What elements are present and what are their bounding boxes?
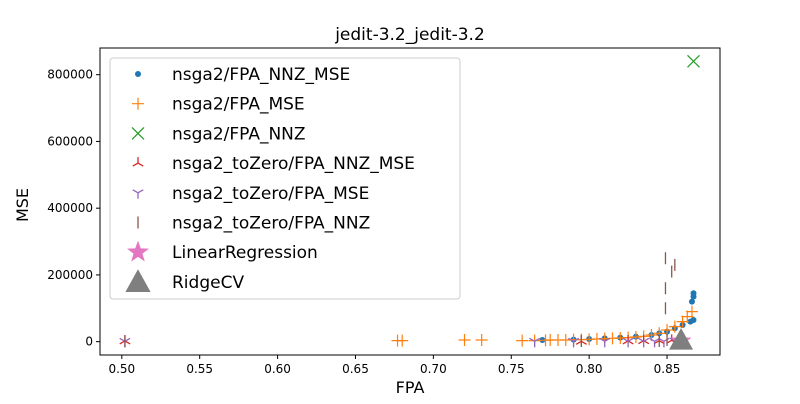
data-point [681,310,694,323]
legend-marker [131,126,145,140]
data-point [516,334,529,347]
data-point [475,333,488,346]
data-point [529,337,541,348]
data-point [622,337,634,348]
x-tick-label: 0.75 [498,362,525,376]
legend-entry: nsga2_toZero/FPA_NNZ_MSE [132,154,415,174]
data-point [599,337,611,348]
data-point [690,290,697,297]
data-point [649,337,661,348]
data-point [676,315,689,328]
x-tick-label: 0.80 [576,362,603,376]
legend-marker [132,157,144,167]
legend-marker [135,71,141,77]
x-tick-label: 0.50 [108,362,135,376]
x-tick-label: 0.85 [654,362,681,376]
legend-label: nsga2_toZero/FPA_NNZ [172,214,370,234]
chart-title: jedit-3.2_jedit-3.2 [334,25,485,45]
x-axis-ticks: 0.50 0.55 0.60 0.65 0.70 0.75 0.80 0.85 [108,355,680,376]
x-tick-label: 0.65 [342,362,369,376]
data-point [690,316,697,323]
legend-label: nsga2/FPA_MSE [172,95,305,115]
legend: nsga2/FPA_NNZ_MSE nsga2/FPA_MSE nsga2/FPA_… [109,57,461,300]
series-0 [539,290,697,343]
y-tick-label: 400000 [47,201,93,215]
data-point [687,54,700,68]
data-point [629,330,642,343]
legend-entry: RidgeCV [125,269,244,293]
data-point [688,298,695,305]
legend-entry: nsga2_toZero/FPA_NNZ [137,214,370,234]
legend-entry: nsga2/FPA_NNZ_MSE [135,65,350,85]
legend-frame [109,57,461,300]
legend-label: nsga2_toZero/FPA_NNZ_MSE [172,154,415,174]
data-point [669,327,694,350]
legend-label: nsga2/FPA_NNZ [172,124,306,144]
y-tick-label: 200000 [47,268,93,282]
legend-entry: nsga2/FPA_MSE [132,95,305,115]
legend-marker [127,240,149,262]
x-tick-label: 0.70 [420,362,447,376]
legend-marker [125,269,151,292]
series-4 [119,337,689,348]
data-point [568,337,580,348]
y-tick-label: 600000 [47,134,93,148]
series-7 [669,327,694,350]
legend-entry: nsga2/FPA_NNZ [131,124,306,144]
y-tick-label: 0 [85,335,93,349]
data-point [458,333,471,346]
legend-entry: nsga2_toZero/FPA_MSE [132,184,369,204]
data-point [661,323,674,336]
y-tick-label: 800000 [47,68,93,82]
x-tick-label: 0.60 [264,362,291,376]
plot-frame [99,47,721,356]
y-axis-ticks: 0 200000 400000 600000 800000 [47,68,100,349]
x-tick-label: 0.55 [186,362,213,376]
legend-marker [132,189,144,199]
data-point [685,305,698,318]
data-marks [119,54,700,350]
legend-label: RidgeCV [172,273,244,293]
legend-label: LinearRegression [172,243,318,263]
legend-label: nsga2/FPA_NNZ_MSE [172,65,350,85]
series-5 [124,252,676,348]
series-2 [687,54,700,68]
x-axis-label: FPA [396,378,425,397]
data-point [668,320,681,333]
legend-label: nsga2_toZero/FPA_MSE [172,184,369,204]
legend-marker [132,97,144,110]
data-point [638,337,650,348]
legend-entry: LinearRegression [127,240,318,263]
data-point [396,334,409,347]
y-axis-label: MSE [13,188,32,222]
